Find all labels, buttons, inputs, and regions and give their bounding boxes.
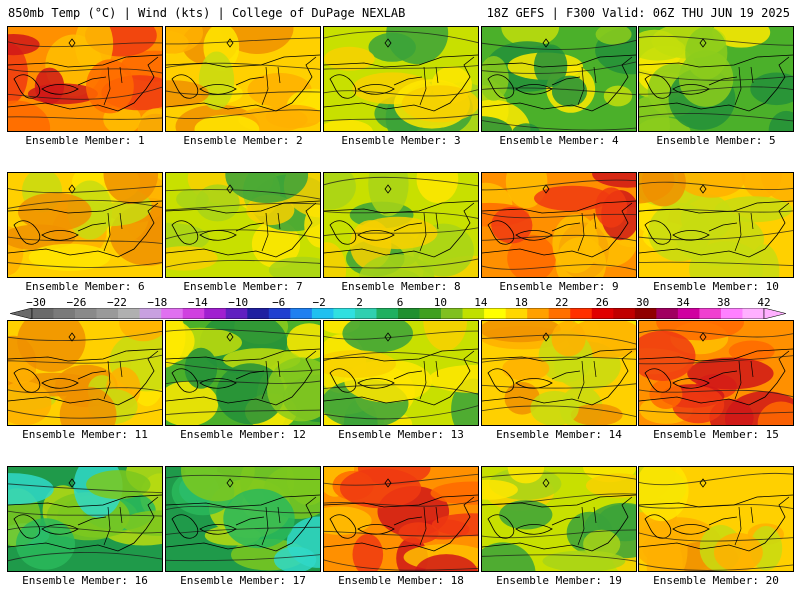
colorbar-tick-label: −6 — [272, 296, 286, 309]
ensemble-member-label: Ensemble Member: 6 — [25, 280, 145, 293]
ensemble-map-panel — [638, 172, 794, 278]
ensemble-map-panel — [165, 466, 321, 572]
ensemble-member-label: Ensemble Member: 13 — [338, 428, 464, 441]
ensemble-map-panel — [481, 26, 637, 132]
ensemble-member-label: Ensemble Member: 19 — [496, 574, 622, 587]
colorbar-tick-label: −18 — [147, 296, 168, 309]
ensemble-map-panel — [323, 466, 479, 572]
ensemble-member-label: Ensemble Member: 18 — [338, 574, 464, 587]
ensemble-member-label: Ensemble Member: 10 — [653, 280, 779, 293]
ensemble-map-panel — [165, 320, 321, 426]
ensemble-map-panel — [481, 320, 637, 426]
ensemble-map-panel — [165, 26, 321, 132]
ensemble-member-label: Ensemble Member: 1 — [25, 134, 145, 147]
colorbar-tick-label: −14 — [187, 296, 208, 309]
colorbar-tick-label: 30 — [636, 296, 650, 309]
colorbar-tick-label: 34 — [676, 296, 690, 309]
colorbar-tick-label: −22 — [106, 296, 127, 309]
ensemble-map-panel — [165, 172, 321, 278]
ensemble-map-panel — [323, 26, 479, 132]
colorbar-tick-label: 18 — [514, 296, 528, 309]
ensemble-map-panel — [481, 172, 637, 278]
colorbar-tick-label: −30 — [26, 296, 46, 309]
ensemble-map-panel — [7, 26, 163, 132]
colorbar-tick-label: 38 — [716, 296, 731, 309]
colorbar-tick-label: 10 — [433, 296, 448, 309]
ensemble-map-panel — [7, 320, 163, 426]
ensemble-member-label: Ensemble Member: 15 — [653, 428, 779, 441]
header-left-title: 850mb Temp (°C) | Wind (kts) | College o… — [8, 6, 406, 20]
ensemble-map-panel — [638, 320, 794, 426]
colorbar-tick-label: 2 — [356, 296, 363, 309]
ensemble-member-label: Ensemble Member: 4 — [499, 134, 619, 147]
ensemble-member-label: Ensemble Member: 17 — [180, 574, 306, 587]
colorbar-tick-label: 6 — [396, 296, 404, 309]
colorbar-tick-label: 14 — [474, 296, 488, 309]
colorbar-tick-label: −26 — [66, 296, 87, 309]
ensemble-map-panel — [323, 320, 479, 426]
ensemble-map-panel — [481, 466, 637, 572]
ensemble-member-label: Ensemble Member: 7 — [183, 280, 303, 293]
colorbar-tick-label: 22 — [555, 296, 569, 309]
ensemble-member-label: Ensemble Member: 20 — [653, 574, 779, 587]
ensemble-member-label: Ensemble Member: 14 — [496, 428, 622, 441]
ensemble-map-panel — [638, 466, 794, 572]
ensemble-member-label: Ensemble Member: 16 — [22, 574, 148, 587]
ensemble-map-panel — [323, 172, 479, 278]
ensemble-member-label: Ensemble Member: 11 — [22, 428, 148, 441]
temperature-colorbar — [10, 308, 786, 319]
ensemble-member-label: Ensemble Member: 12 — [180, 428, 306, 441]
colorbar-tick-label: −10 — [228, 296, 249, 309]
ensemble-map-panel — [7, 172, 163, 278]
header-right-title: 18Z GEFS | F300 Valid: 06Z THU JUN 19 20… — [486, 6, 790, 20]
colorbar-tick-label: 26 — [595, 296, 609, 309]
ensemble-member-label: Ensemble Member: 8 — [341, 280, 461, 293]
ensemble-member-label: Ensemble Member: 3 — [341, 134, 461, 147]
ensemble-member-label: Ensemble Member: 2 — [183, 134, 303, 147]
colorbar-tick-label: 42 — [757, 296, 771, 309]
colorbar-tick-label: −2 — [312, 296, 326, 309]
ensemble-member-label: Ensemble Member: 9 — [499, 280, 619, 293]
ensemble-map-panel — [638, 26, 794, 132]
ensemble-map-panel — [7, 466, 163, 572]
ensemble-member-label: Ensemble Member: 5 — [656, 134, 776, 147]
